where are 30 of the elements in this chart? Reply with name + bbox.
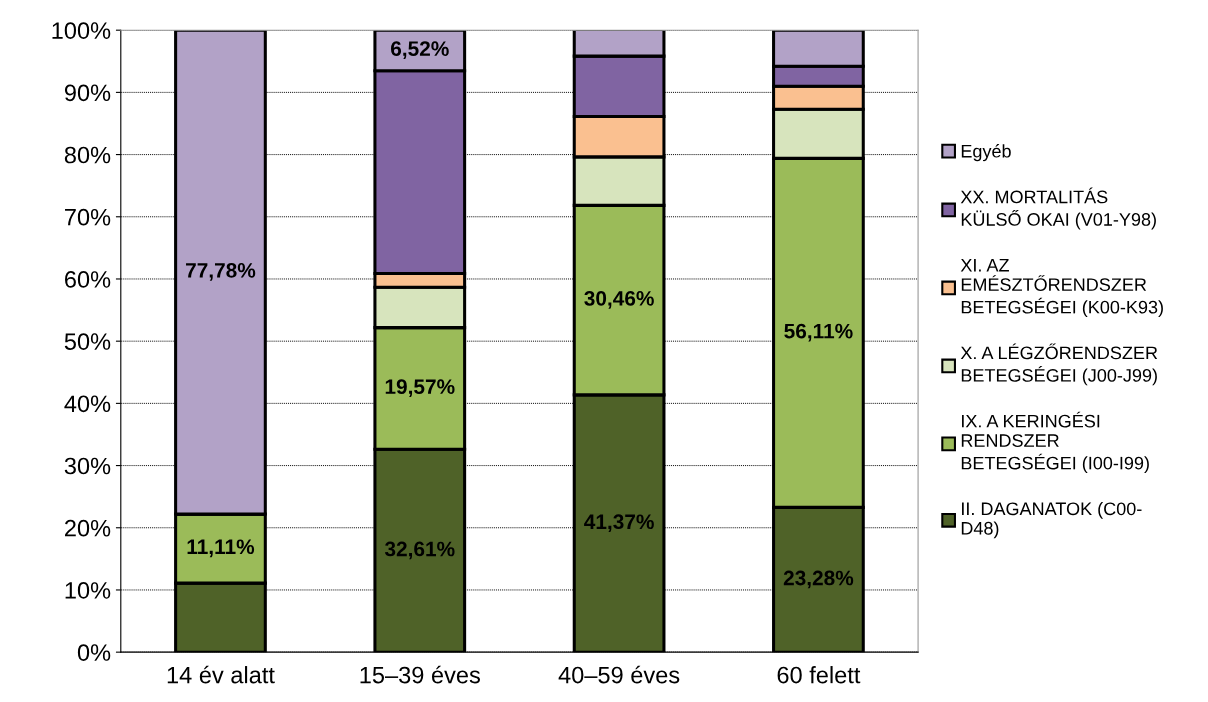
data-label: 32,61%: [384, 541, 455, 560]
y-tick-label: 60%: [65, 271, 111, 288]
legend-label: XI. AZ EMÉSZTŐRENDSZER BETEGSÉGEI (K00-K93): [960, 258, 1163, 318]
data-label: 19,57%: [385, 379, 455, 398]
y-tick-label: 80%: [64, 146, 111, 164]
y-tick-label: 40%: [64, 395, 111, 413]
y-tick-label: 10%: [65, 582, 111, 599]
y-tick-label: 90%: [64, 84, 111, 102]
y-tick-label: 30%: [64, 457, 111, 475]
legend-label: X. A LÉGZŐRENDSZER BETEGSÉGEI (J00-J99): [960, 343, 1158, 386]
legend-label: IX. A KERINGÉSI RENDSZER BETEGSÉGEI (I00-I99): [961, 411, 1149, 474]
data-label: 6,52%: [391, 41, 449, 60]
data-label: 30,46%: [584, 290, 654, 309]
data-label: 23,28%: [783, 570, 854, 589]
x-tick-label: 14 év alatt: [167, 665, 275, 684]
y-tick-label: 0%: [77, 644, 111, 661]
x-tick-label: 15–39 éves: [360, 665, 480, 684]
y-tick-label: 100%: [52, 22, 111, 39]
x-tick-label: 40–59 éves: [558, 665, 680, 684]
data-label: 11,11%: [187, 539, 255, 558]
y-tick-label: 20%: [65, 519, 111, 537]
legend-label: II. DAGANATOK (C00- D48): [961, 501, 1142, 539]
x-tick-label: 60 felett: [777, 666, 861, 684]
legend-label: Egyéb: [961, 144, 1011, 162]
data-label: 77,78%: [186, 262, 256, 281]
data-label: 41,37%: [584, 514, 654, 533]
legend-label: XX. MORTALITÁS KÜLSŐ OKAI (V01-Y98): [960, 187, 1156, 230]
y-tick-label: 70%: [65, 208, 111, 226]
y-tick-label: 50%: [64, 333, 111, 350]
data-label: 56,11%: [784, 323, 853, 342]
